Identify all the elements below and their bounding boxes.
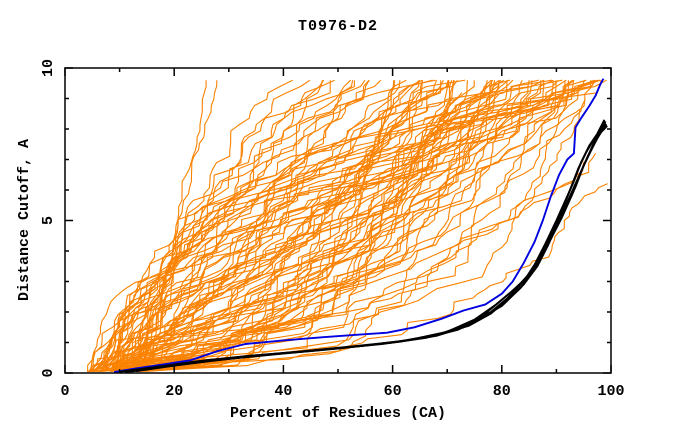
- server-model-curve: [114, 80, 496, 373]
- x-tick-label: 20: [165, 383, 183, 400]
- highlight-model-curve: [113, 78, 605, 374]
- server-model-curve: [131, 79, 311, 372]
- best-model-5-curve: [127, 120, 607, 373]
- y-tick-labels: 0 5 10: [40, 59, 57, 378]
- server-model-curve: [113, 79, 436, 372]
- server-model-curve: [87, 79, 597, 372]
- best-model-curves: [119, 119, 608, 373]
- axis-ticks: [64, 67, 612, 374]
- x-tick-label: 100: [597, 383, 624, 400]
- server-model-curve: [138, 87, 592, 373]
- server-model-curve: [135, 99, 586, 373]
- server-model-curve: [91, 80, 475, 372]
- server-model-curve: [102, 80, 602, 372]
- server-model-curve: [119, 80, 493, 372]
- server-model-curve: [88, 80, 355, 372]
- y-tick-label: 10: [40, 59, 57, 77]
- y-axis-label: Distance Cutoff, A: [16, 139, 33, 301]
- server-model-curve: [87, 79, 575, 373]
- server-model-curve: [89, 79, 505, 372]
- server-model-curve: [144, 80, 500, 372]
- server-model-curve: [131, 79, 559, 372]
- server-model-curve: [88, 79, 545, 372]
- server-model-curve: [86, 183, 608, 373]
- server-model-curve: [123, 80, 530, 373]
- server-model-curve: [112, 79, 492, 372]
- server-model-curve: [133, 79, 586, 373]
- server-model-curve: [105, 80, 453, 372]
- x-tick-label: 80: [493, 383, 511, 400]
- x-tick-labels: 0 20 40 60 80 100: [60, 383, 624, 400]
- server-model-curve: [133, 80, 401, 372]
- server-model-curve: [145, 80, 566, 373]
- server-model-curve: [122, 80, 354, 372]
- x-tick-label: 40: [274, 383, 292, 400]
- server-model-curve: [112, 80, 508, 372]
- server-model-curve: [105, 80, 331, 372]
- server-model-curve: [110, 79, 567, 373]
- server-model-curve: [144, 79, 370, 372]
- x-axis-label: Percent of Residues (CA): [230, 405, 446, 422]
- server-model-curve: [118, 79, 494, 373]
- y-tick-label: 5: [40, 216, 57, 225]
- x-tick-label: 60: [384, 383, 402, 400]
- server-model-curve: [142, 79, 574, 373]
- server-model-curve: [101, 98, 458, 372]
- server-model-curve: [92, 80, 557, 372]
- server-model-curve: [125, 79, 351, 372]
- server-model-curve: [116, 79, 601, 372]
- server-model-curve: [121, 79, 596, 372]
- server-model-curve: [119, 80, 450, 372]
- server-model-curve: [122, 153, 596, 373]
- server-model-curve: [142, 79, 438, 372]
- server-model-curve: [88, 79, 554, 372]
- y-tick-label: 0: [40, 368, 57, 377]
- server-model-curve: [100, 152, 440, 373]
- server-model-curve: [121, 80, 468, 373]
- server-model-curve: [129, 79, 595, 372]
- server-model-curve: [100, 79, 563, 372]
- chart-title: T0976-D2: [298, 18, 378, 35]
- server-model-curve: [114, 105, 495, 372]
- highlight-model-curve-path: [113, 78, 605, 374]
- x-tick-label: 0: [60, 383, 69, 400]
